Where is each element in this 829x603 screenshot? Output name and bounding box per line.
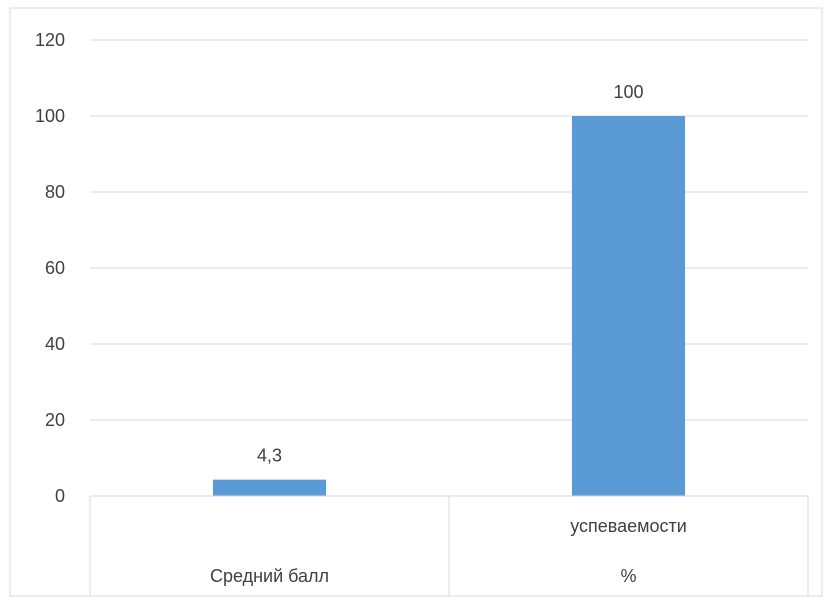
category-label: % bbox=[620, 566, 636, 586]
bar bbox=[212, 479, 327, 496]
bar bbox=[571, 116, 686, 496]
data-labels: 4,3 100 bbox=[257, 82, 644, 466]
y-tick-label: 40 bbox=[45, 334, 65, 354]
gridlines bbox=[90, 39, 808, 421]
y-tick-label: 60 bbox=[45, 258, 65, 278]
category-label: Средний балл bbox=[210, 566, 329, 586]
category-label: успеваемости bbox=[570, 516, 687, 536]
bars bbox=[212, 116, 686, 496]
y-tick-label: 120 bbox=[35, 30, 65, 50]
y-tick-label: 20 bbox=[45, 410, 65, 430]
chart-border bbox=[9, 7, 823, 597]
data-label: 4,3 bbox=[257, 446, 282, 466]
y-axis-tick-labels: 0 20 40 60 80 100 120 bbox=[35, 30, 65, 506]
x-axis: Средний балл успеваемости% bbox=[89, 495, 809, 596]
data-label: 100 bbox=[613, 82, 643, 102]
y-tick-label: 0 bbox=[55, 486, 65, 506]
y-tick-label: 80 bbox=[45, 182, 65, 202]
y-tick-label: 100 bbox=[35, 106, 65, 126]
